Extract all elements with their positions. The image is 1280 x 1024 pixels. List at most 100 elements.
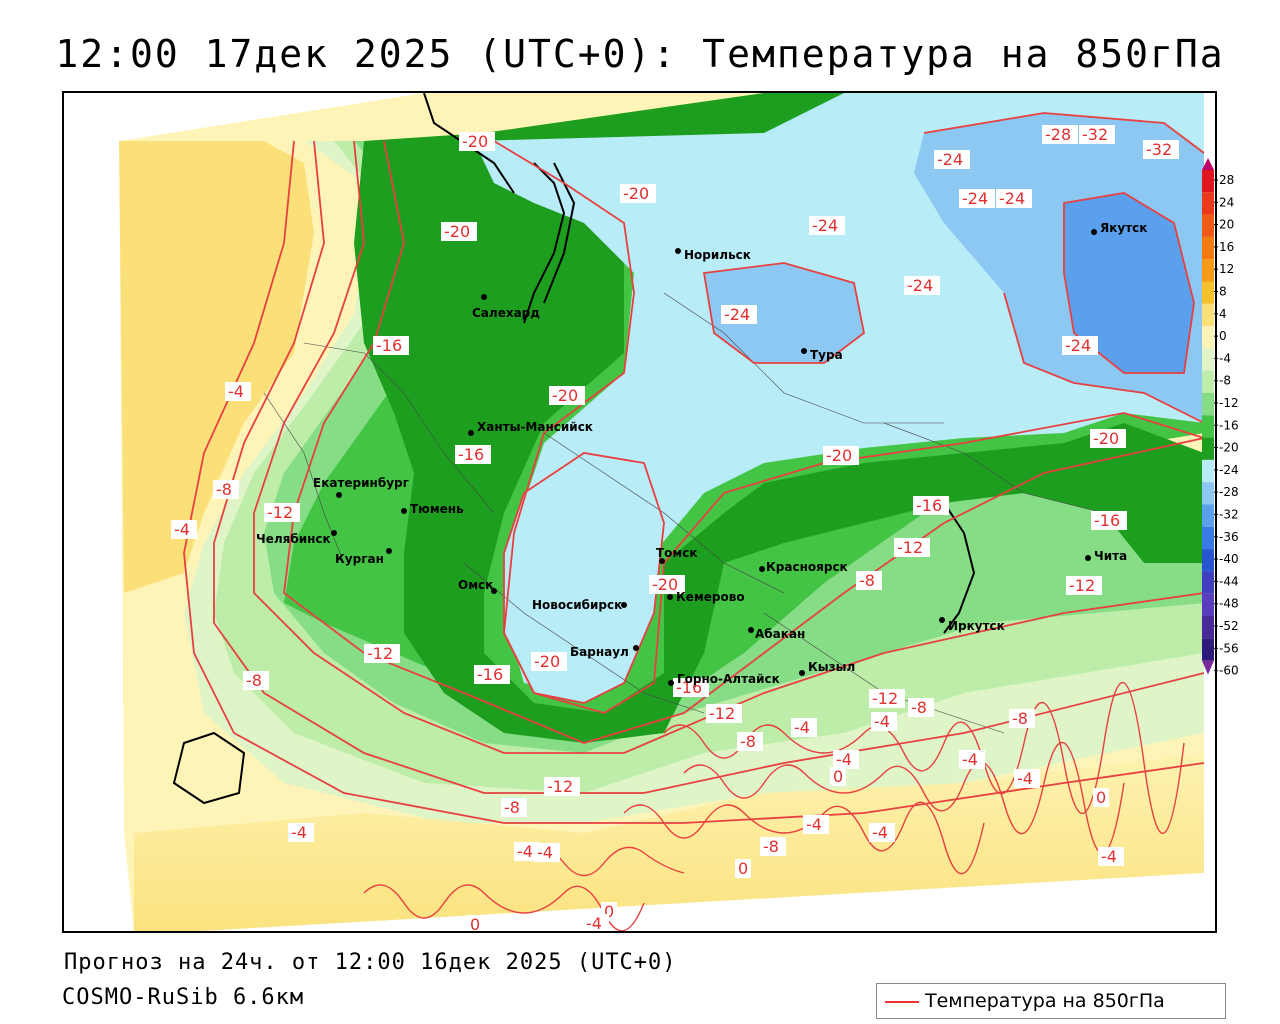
isotherm-label: -24: [934, 150, 970, 169]
isotherm-label: -8: [908, 698, 934, 717]
isotherm-label: -4: [1098, 847, 1124, 866]
isotherm-value: 0: [833, 767, 843, 786]
colorbar-swatch: [1202, 571, 1214, 593]
isotherm-label: -4: [288, 823, 314, 842]
colorbar-tick-label: -24: [1219, 463, 1239, 477]
colorbar-swatch: [1202, 393, 1214, 415]
city-dot: [759, 566, 765, 572]
isotherm-label: -24: [996, 189, 1032, 208]
city-marker: Горно-Алтайск: [668, 672, 780, 686]
city-label: Екатеринбург: [313, 476, 409, 490]
isotherm-value: -20: [826, 446, 852, 465]
colorbar-swatch: [1202, 482, 1214, 504]
isotherm-value: -16: [458, 445, 484, 464]
isotherm-value: -16: [376, 336, 402, 355]
colorbar-tick-label: -56: [1219, 641, 1239, 655]
city-marker: Якутск: [1091, 221, 1147, 235]
isotherm-value: -16: [916, 496, 942, 515]
city-label: Салехард: [472, 306, 540, 320]
colorbar-swatch: [1202, 594, 1214, 616]
city-label: Омск: [458, 578, 493, 592]
city-dot: [668, 680, 674, 686]
isotherm-value: -12: [367, 644, 393, 663]
isotherm-label: -20: [549, 386, 585, 405]
isotherm-value: -16: [477, 665, 503, 684]
isotherm-label: -20: [531, 652, 567, 671]
isotherm-value: -12: [1069, 576, 1095, 595]
forecast-text: Прогноз на 24ч. от 12:00 16дек 2025 (UTC…: [64, 950, 677, 975]
isotherm-label: 0: [735, 859, 751, 878]
city-dot: [939, 617, 945, 623]
isotherm-value: -12: [872, 689, 898, 708]
colorbar-swatch: [1202, 304, 1214, 326]
isotherm-value: -12: [709, 704, 735, 723]
city-dot: [748, 627, 754, 633]
colorbar-top-arrow: [1202, 158, 1214, 170]
colorbar-swatch: [1202, 549, 1214, 571]
city-marker: Кемерово: [667, 590, 745, 604]
colorbar-tick-label: 4: [1219, 307, 1227, 321]
city-dot: [801, 348, 807, 354]
isotherm-label: -28: [1042, 125, 1078, 144]
colorbar-tick-label: -36: [1219, 530, 1239, 544]
model-text: COSMO-RuSib 6.6км: [62, 985, 304, 1010]
colorbar-tick-label: -44: [1219, 574, 1239, 588]
isotherm-value: -32: [1082, 125, 1108, 144]
city-label: Курган: [335, 552, 384, 566]
isotherm-label: -12: [1066, 576, 1102, 595]
colorbar-swatch: [1202, 237, 1214, 259]
colorbar-bottom-arrow: [1202, 661, 1214, 675]
isotherm-label: -20: [620, 184, 656, 203]
colorbar-tick-label: -32: [1219, 508, 1239, 522]
city-dot: [633, 645, 639, 651]
isotherm-value: -20: [444, 222, 470, 241]
isotherm-label: -12: [364, 644, 400, 663]
city-label: Чита: [1094, 549, 1127, 563]
isotherm-value: -28: [1045, 125, 1071, 144]
isotherm-label: -4: [171, 520, 197, 539]
isotherm-value: -20: [534, 652, 560, 671]
colorbar-tick-label: 28: [1219, 173, 1234, 187]
city-marker: Красноярск: [759, 560, 848, 574]
legend-label: Температура на 850гПа: [925, 990, 1165, 1012]
isotherm-label: -8: [243, 671, 269, 690]
colorbar-swatch: [1202, 415, 1214, 437]
isotherm-value: -20: [462, 132, 488, 151]
legend-line-sample: [885, 1001, 919, 1003]
colorbar-tick-label: -52: [1219, 619, 1239, 633]
isotherm-value: -24: [962, 189, 988, 208]
isotherm-label: -24: [721, 305, 757, 324]
colorbar-tick-label: -48: [1219, 597, 1239, 611]
isotherm-label: -8: [856, 571, 882, 590]
colorbar-swatch: [1202, 326, 1214, 348]
isotherm-value: -20: [1093, 429, 1119, 448]
isotherm-value: -16: [1094, 511, 1120, 530]
city-dot: [675, 248, 681, 254]
colorbar-tick-label: -28: [1219, 485, 1239, 499]
isotherm-label: 0: [830, 767, 846, 786]
isotherm-value: -24: [812, 216, 838, 235]
isotherm-label: -12: [894, 538, 930, 557]
colorbar-swatches: [1202, 158, 1214, 675]
isotherm-label: -4: [225, 382, 251, 401]
isotherm-value: -8: [911, 698, 927, 717]
colorbar-tick-label: -40: [1219, 552, 1239, 566]
isotherm-value: 0: [470, 915, 480, 933]
city-label: Барнаул: [570, 645, 629, 659]
colorbar-swatch: [1202, 259, 1214, 281]
map-title: 12:00 17дек 2025 (UTC+0): Температура на…: [0, 32, 1280, 76]
isotherm-value: -4: [874, 712, 890, 731]
isotherm-value: -24: [724, 305, 750, 324]
colorbar-swatch: [1202, 192, 1214, 214]
colorbar-tick-label: -4: [1219, 351, 1231, 365]
isotherm-value: -4: [228, 382, 244, 401]
isotherm-label: 0: [1093, 788, 1109, 807]
isotherm-value: -24: [937, 150, 963, 169]
isotherm-value: -20: [652, 575, 678, 594]
isotherm-label: -4: [1014, 769, 1040, 788]
isotherm-label: -4: [583, 914, 609, 933]
map-frame: -20 -20 -20 -24 -24 -24 -24 -28 -32 -32 -24 -24 -16-…: [62, 91, 1217, 933]
isotherm-label: -24: [809, 216, 845, 235]
city-label: Томск: [656, 546, 698, 560]
city-label: Челябинск: [256, 532, 331, 546]
